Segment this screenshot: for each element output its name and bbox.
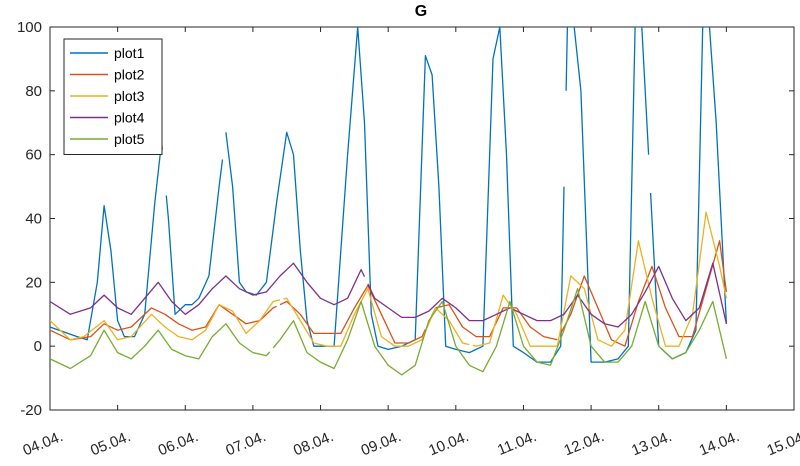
series-line-plot3 (50, 211, 728, 347)
series-line-plot2 (50, 240, 728, 347)
y-tick-label: 60 (25, 147, 42, 164)
legend: plot1 plot2 plot3 plot4 plot5 (63, 38, 163, 155)
series-line-plot4 (50, 262, 728, 328)
series-line-plot5 (50, 288, 728, 376)
y-tick-label: 100 (17, 19, 42, 36)
legend-label-plot3: plot3 (114, 88, 145, 104)
y-tick-label: 40 (25, 211, 42, 228)
legend-label-plot5: plot5 (114, 131, 145, 147)
y-tick-label: -20 (20, 402, 42, 419)
y-tick-label: 0 (34, 338, 42, 355)
series-layer (50, 27, 728, 376)
y-tick-label: 20 (25, 274, 42, 291)
legend-label-plot2: plot2 (114, 67, 145, 83)
chart-title: G (415, 3, 427, 20)
y-tick-label: 80 (25, 83, 42, 100)
legend-label-plot1: plot1 (114, 45, 145, 61)
legend-label-plot4: plot4 (114, 110, 145, 126)
